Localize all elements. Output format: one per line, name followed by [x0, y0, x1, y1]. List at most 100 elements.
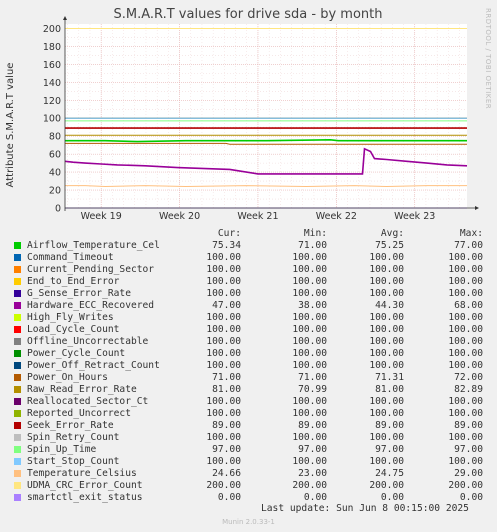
- x-tick-label: Week 22: [316, 211, 357, 222]
- legend-value-min: 100.00: [292, 288, 327, 299]
- legend-swatch: [14, 290, 21, 297]
- legend-value-avg: 200.00: [369, 480, 404, 491]
- legend-swatch: [14, 494, 21, 501]
- legend-value-cur: 100.00: [206, 432, 241, 443]
- legend-series-name: UDMA_CRC_Error_Count: [27, 480, 143, 491]
- legend-series-name: smartctl_exit_status: [27, 492, 143, 503]
- legend-value-avg: 100.00: [369, 432, 404, 443]
- legend-value-min: 100.00: [292, 324, 327, 335]
- tick-labels: 0 20 40 60 80 100 120 140 160 180 200 Week 19 Week 2…: [43, 24, 435, 222]
- legend-value-cur: 24.66: [212, 468, 241, 479]
- legend-value-min: 97.00: [298, 444, 327, 455]
- y-tick-label: 40: [49, 168, 61, 179]
- y-axis-label: Attribute S.M.A.R.T value: [5, 63, 16, 188]
- legend-value-avg: 100.00: [369, 324, 404, 335]
- legend-swatch: [14, 326, 21, 333]
- legend-row: smartctl_exit_status 0.00 0.00 0.00 0.00: [14, 492, 484, 503]
- legend-value-max: 77.00: [454, 240, 483, 251]
- header-cur: Cur:: [217, 228, 241, 239]
- legend-value-min: 70.99: [298, 384, 327, 395]
- legend-row: Hardware_ECC_Recovered 47.00 38.00 44.30 68.…: [14, 300, 484, 311]
- legend-value-max: 29.00: [454, 468, 483, 479]
- legend-swatch: [14, 434, 21, 441]
- legend-swatch: [14, 398, 21, 405]
- legend-value-max: 97.00: [454, 444, 483, 455]
- chart-area: S.M.A.R.T values for drive sda - by mont…: [5, 7, 492, 222]
- legend-value-avg: 71.31: [375, 372, 404, 383]
- legend-value-avg: 100.00: [369, 264, 404, 275]
- legend-value-max: 82.89: [454, 384, 483, 395]
- legend-swatch: [14, 338, 21, 345]
- legend-value-cur: 200.00: [206, 480, 241, 491]
- legend-value-min: 100.00: [292, 312, 327, 323]
- legend-value-avg: 100.00: [369, 312, 404, 323]
- legend-value-cur: 100.00: [206, 276, 241, 287]
- legend-series-name: Power_On_Hours: [27, 372, 108, 383]
- legend-series-name: Temperature_Celsius: [27, 468, 137, 479]
- x-tick-label: Week 21: [237, 211, 278, 222]
- legend-row: Spin_Retry_Count 100.00 100.00 100.00 100.00: [14, 432, 484, 443]
- legend-series-name: Hardware_ECC_Recovered: [27, 300, 155, 311]
- legend-value-cur: 100.00: [206, 252, 241, 263]
- legend-value-min: 100.00: [292, 456, 327, 467]
- legend-value-max: 200.00: [448, 480, 483, 491]
- legend-value-cur: 100.00: [206, 360, 241, 371]
- munin-version: Munin 2.0.33-1: [222, 518, 275, 526]
- legend-value-max: 68.00: [454, 300, 483, 311]
- legend-swatch: [14, 422, 21, 429]
- legend-value-cur: 89.00: [212, 420, 241, 431]
- legend-value-avg: 89.00: [375, 420, 404, 431]
- legend-swatch: [14, 458, 21, 465]
- legend-series-name: Reallocated_Sector_Ct: [27, 396, 149, 407]
- y-tick-label: 80: [49, 132, 61, 143]
- series-line-hardware-ecc-recovered: [64, 147, 468, 175]
- legend-value-cur: 100.00: [206, 408, 241, 419]
- legend-value-cur: 100.00: [206, 336, 241, 347]
- legend-row: Raw_Read_Error_Rate 81.00 70.99 81.00 82.89: [14, 384, 484, 395]
- legend-value-avg: 44.30: [375, 300, 404, 311]
- y-tick-label: 140: [43, 78, 61, 89]
- legend-swatch: [14, 386, 21, 393]
- legend-value-max: 100.00: [448, 396, 483, 407]
- series-line-temperature-celsius: [65, 185, 467, 188]
- legend-value-min: 200.00: [292, 480, 327, 491]
- series-line-power-on-hours: [65, 142, 467, 145]
- x-tick-label: Week 19: [81, 211, 122, 222]
- legend-row: Temperature_Celsius 24.66 23.00 24.75 29.00: [14, 468, 484, 479]
- legend-value-min: 100.00: [292, 360, 327, 371]
- legend-value-max: 100.00: [448, 456, 483, 467]
- legend-swatch: [14, 470, 21, 477]
- legend-value-min: 100.00: [292, 396, 327, 407]
- legend-row: Load_Cycle_Count 100.00 100.00 100.00 100.00: [14, 324, 484, 335]
- legend-series-name: Reported_Uncorrect: [27, 408, 131, 419]
- legend-series-name: Seek_Error_Rate: [27, 420, 114, 431]
- legend-series-name: Power_Cycle_Count: [27, 348, 126, 359]
- legend-value-cur: 0.00: [217, 492, 241, 503]
- legend-series-name: Spin_Up_Time: [27, 444, 97, 455]
- y-tick-label: 0: [55, 204, 61, 215]
- legend-series-name: G_Sense_Error_Rate: [27, 288, 131, 299]
- legend-series-name: Spin_Retry_Count: [27, 432, 120, 443]
- legend-row: Spin_Up_Time 97.00 97.00 97.00 97.00: [14, 444, 484, 455]
- legend-value-max: 100.00: [448, 360, 483, 371]
- legend-value-cur: 100.00: [206, 324, 241, 335]
- y-tick-label: 160: [43, 60, 61, 71]
- legend-row: Reallocated_Sector_Ct 100.00 100.00 100.00 1…: [14, 396, 484, 407]
- legend-value-min: 100.00: [292, 264, 327, 275]
- y-axis-arrow: [63, 16, 67, 20]
- legend-value-cur: 47.00: [212, 300, 241, 311]
- legend-value-min: 23.00: [298, 468, 327, 479]
- legend-row: UDMA_CRC_Error_Count 200.00 200.00 200.00 20…: [14, 480, 484, 491]
- legend-value-cur: 100.00: [206, 312, 241, 323]
- legend-value-min: 71.00: [298, 372, 327, 383]
- legend-swatch: [14, 350, 21, 357]
- legend-value-min: 100.00: [292, 348, 327, 359]
- legend-value-min: 71.00: [298, 240, 327, 251]
- header-avg: Avg:: [380, 228, 404, 239]
- legend-value-avg: 81.00: [375, 384, 404, 395]
- legend-swatch: [14, 302, 21, 309]
- legend-value-cur: 71.00: [212, 372, 241, 383]
- legend-series-name: Load_Cycle_Count: [27, 324, 120, 335]
- legend-row: Seek_Error_Rate 89.00 89.00 89.00 89.00: [14, 420, 484, 431]
- legend-series-name: End_to_End_Error: [27, 276, 120, 287]
